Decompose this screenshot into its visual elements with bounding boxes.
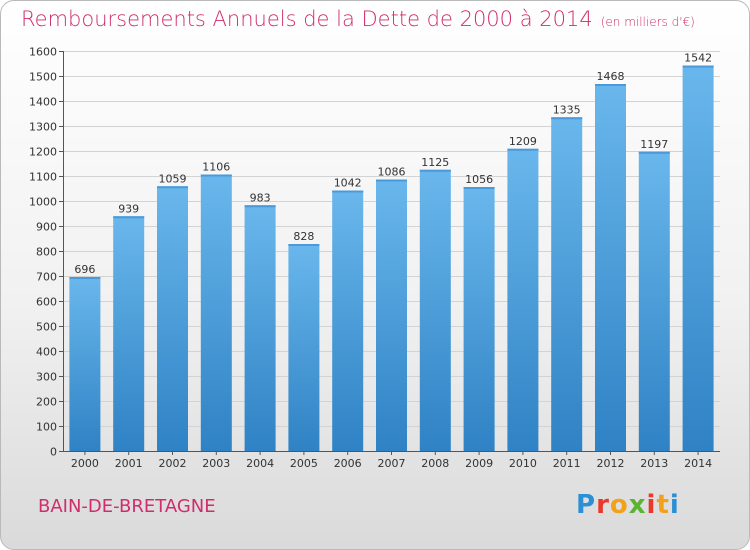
bar-value-label: 1335 — [553, 103, 581, 116]
bar-2009 — [463, 187, 495, 451]
bar-value-label: 939 — [118, 202, 139, 215]
bar-value-label: 1125 — [421, 156, 449, 169]
bar-top-edge — [244, 205, 276, 208]
bar-top-edge — [551, 117, 583, 120]
bar-2002 — [157, 186, 188, 451]
x-tick-label: 2005 — [290, 457, 318, 470]
x-tick-label: 2012 — [597, 457, 625, 470]
bar-value-label: 1468 — [597, 70, 625, 83]
bar-value-label: 696 — [74, 263, 95, 276]
y-tick-label: 1300 — [29, 121, 57, 134]
x-tick-label: 2004 — [246, 457, 274, 470]
y-tick-label: 1200 — [29, 146, 57, 159]
y-tick-label: 1500 — [29, 71, 57, 84]
bar-2006 — [332, 190, 364, 451]
bar-2007 — [376, 179, 407, 451]
bar-2001 — [113, 216, 145, 451]
bar-2010 — [507, 148, 539, 451]
bar-value-label: 1042 — [334, 177, 362, 190]
bar-top-edge — [200, 174, 232, 177]
y-tick-label: 300 — [36, 371, 57, 384]
y-tick-label: 700 — [36, 271, 57, 284]
bar-top-edge — [595, 84, 626, 86]
x-tick-label: 2014 — [684, 457, 712, 470]
bar-value-label: 1209 — [509, 135, 537, 148]
bar-value-label: 1197 — [640, 138, 668, 151]
bar-2000 — [69, 277, 101, 451]
x-tick-label: 2011 — [553, 457, 581, 470]
chart-title: Remboursements Annuels de la Dette de 20… — [21, 7, 695, 31]
x-tick-label: 2000 — [71, 457, 99, 470]
x-tick-label: 2009 — [465, 457, 493, 470]
bar-value-label: 1056 — [465, 173, 493, 186]
bar-2008 — [419, 169, 451, 451]
y-tick-label: 1600 — [29, 46, 57, 59]
bar-top-edge — [288, 244, 320, 246]
bar-top-edge — [419, 169, 451, 172]
bar-value-label: 1542 — [684, 52, 712, 65]
axes — [59, 51, 720, 455]
bar-value-label: 1086 — [378, 166, 406, 179]
y-tick-label: 0 — [50, 446, 57, 459]
x-tick-label: 2010 — [509, 457, 537, 470]
bar-top-edge — [463, 187, 495, 189]
bar-value-label: 828 — [293, 230, 314, 243]
y-tick-label: 400 — [36, 346, 57, 359]
bar-2014 — [682, 65, 714, 451]
bar-2003 — [200, 174, 232, 451]
bar-value-label: 1106 — [202, 161, 230, 174]
bar-2011 — [551, 117, 583, 451]
y-tick-label: 800 — [36, 246, 57, 259]
bar-top-edge — [507, 148, 539, 151]
labels: 0 100 200 300 400 500 600 700 800 900 1000 1100 1200… — [29, 46, 712, 471]
y-tick-label: 1400 — [29, 96, 57, 109]
bar-value-label: 983 — [250, 191, 271, 204]
bar-2004 — [244, 205, 276, 451]
x-tick-label: 2008 — [421, 457, 449, 470]
bar-2012 — [595, 84, 626, 451]
y-tick-label: 500 — [36, 321, 57, 334]
x-tick-label: 2006 — [334, 457, 362, 470]
bar-top-edge — [157, 186, 188, 189]
bar-top-edge — [638, 151, 670, 154]
x-tick-label: 2007 — [378, 457, 406, 470]
x-tick-label: 2013 — [640, 457, 668, 470]
bar-top-edge — [376, 179, 407, 182]
proxiti-logo: Proxiti — [576, 490, 680, 520]
bar-value-label: 1059 — [159, 172, 187, 185]
y-tick-label: 1100 — [29, 171, 57, 184]
x-tick-label: 2003 — [202, 457, 230, 470]
y-tick-label: 900 — [36, 221, 57, 234]
commune-name: BAIN-DE-BRETAGNE — [38, 496, 216, 517]
bar-top-edge — [332, 190, 364, 193]
bar-2013 — [638, 151, 670, 451]
x-tick-label: 2002 — [159, 457, 187, 470]
bar-2005 — [288, 244, 320, 451]
bar-top-edge — [113, 216, 145, 219]
chart-unit: (en milliers d'€) — [600, 15, 695, 29]
y-tick-label: 600 — [36, 296, 57, 309]
y-tick-label: 1000 — [29, 196, 57, 209]
y-tick-label: 200 — [36, 396, 57, 409]
bars — [69, 65, 714, 451]
x-tick-label: 2001 — [115, 457, 143, 470]
chart-title-text: Remboursements Annuels de la Dette de 20… — [21, 7, 593, 31]
bar-top-edge — [69, 277, 101, 279]
y-tick-label: 100 — [36, 421, 57, 434]
bar-top-edge — [682, 65, 714, 68]
